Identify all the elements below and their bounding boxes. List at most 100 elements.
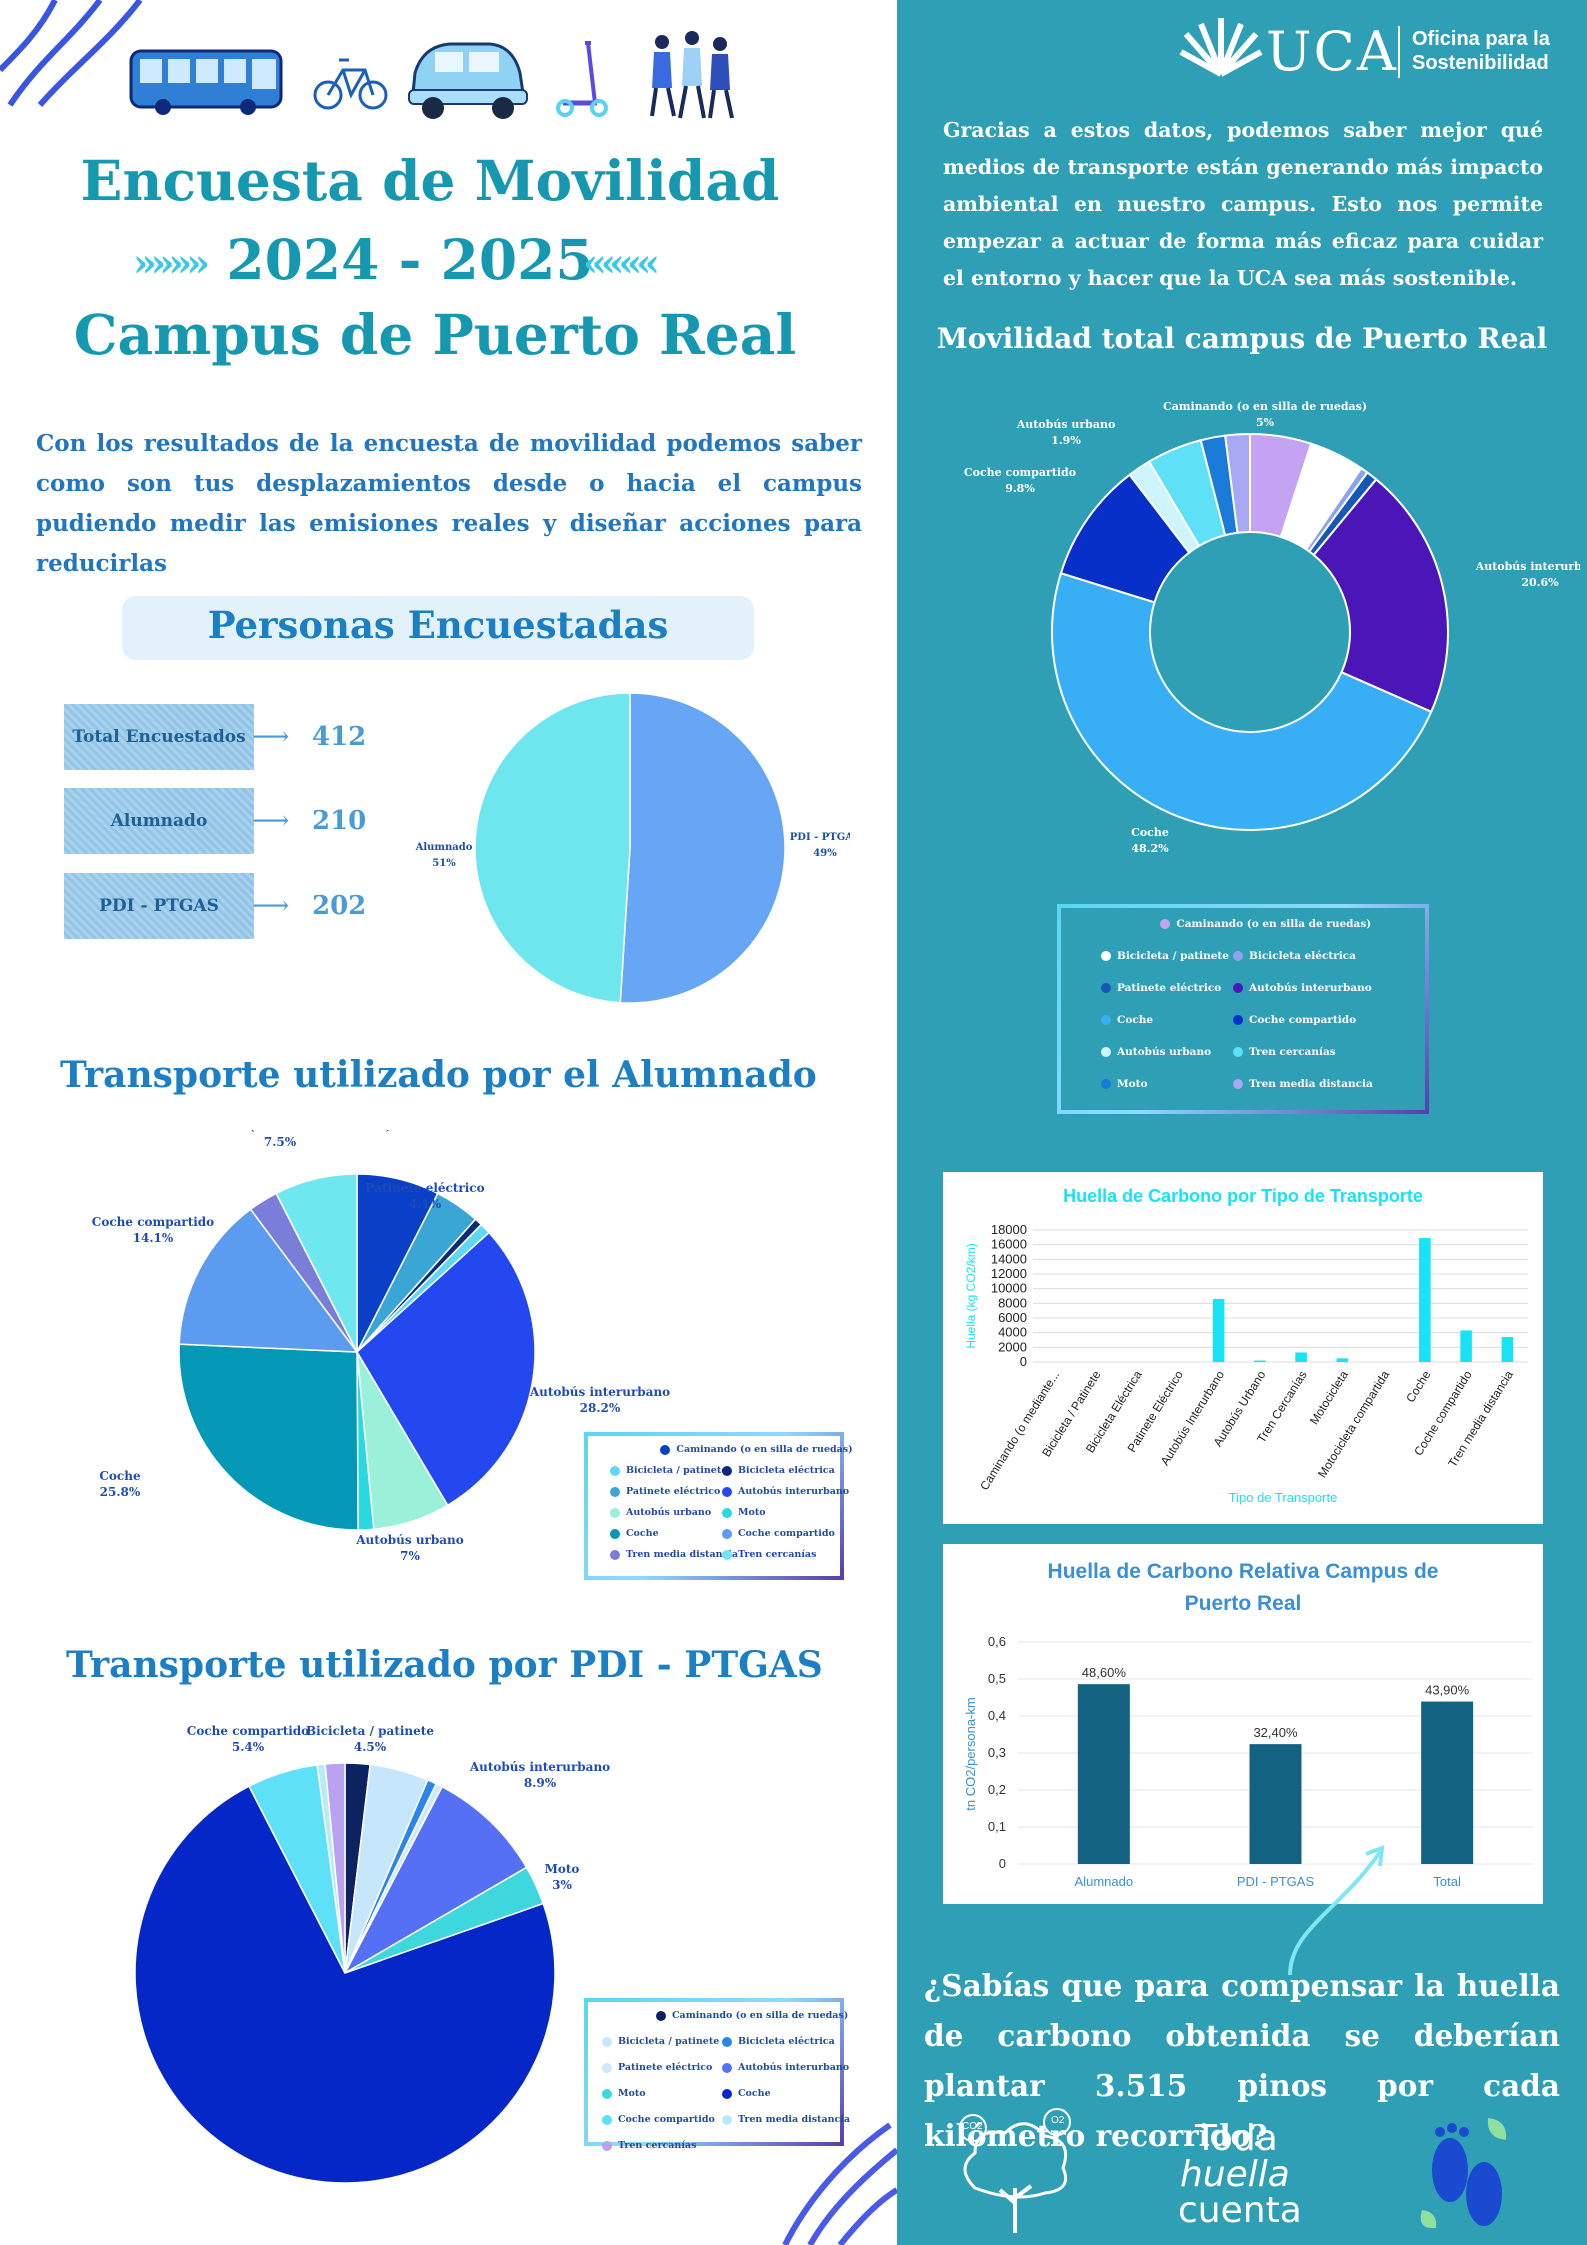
- total-respondents-value: 412: [312, 722, 367, 752]
- y-tick-label: 16000: [991, 1237, 1027, 1252]
- staff-badge: PDI - PTGAS: [64, 873, 254, 939]
- uca-logo-icon: [1179, 18, 1263, 77]
- legend-item-patinete-electrico: Patinete eléctrico: [602, 2062, 712, 2073]
- legend-swatch: [610, 1465, 620, 1476]
- slice-label-coche-compartido: Coche compartido: [964, 466, 1076, 479]
- respondents-heading-box: [122, 596, 754, 660]
- legend-swatch: [1101, 1079, 1111, 1089]
- legend-swatch: [1233, 983, 1243, 993]
- slice-value-autobus-interurbano: 28.2%: [580, 1401, 621, 1415]
- pie-slice-tren-cercanias: [324, 1762, 346, 1974]
- respondents-pie-chart: Alumnado 51% PDI - PTGAS 49%: [415, 692, 850, 1004]
- x-tick-label: Alumnado: [1075, 1874, 1134, 1889]
- legend-label: Tren media distancia: [738, 2114, 851, 2125]
- slice-value-coche-compartido: 5.4%: [232, 1740, 265, 1754]
- legend-label: Coche: [1117, 1014, 1154, 1026]
- legend-item-caminando-o-en-silla-de-ruedas: Caminando (o en silla de ruedas): [660, 1444, 853, 1455]
- slice-value-coche: 25.8%: [100, 1485, 141, 1499]
- legend-swatch: [722, 1549, 732, 1560]
- legend-label: Coche: [738, 2088, 771, 2099]
- staff-section-title: Transporte utilizado por PDI - PTGAS: [66, 1644, 823, 1686]
- staff-pie-chart: Bicicleta / patinete 4.5% Autobús interurb…: [134, 1724, 610, 2215]
- relative-bar-chart-panel: Huella de Carbono Relativa Campus de Puer…: [943, 1544, 1543, 1904]
- legend-item-tren-media-distancia: Tren media distancia: [1233, 1078, 1373, 1090]
- chevrons-left-icon: »»»»: [133, 240, 210, 285]
- y-tick-label: 8000: [998, 1295, 1027, 1310]
- y-tick-label: 0: [999, 1856, 1006, 1871]
- x-tick-label: PDI - PTGAS: [1237, 1874, 1315, 1889]
- slice-value-bicicleta-patinete: 4.5%: [354, 1740, 387, 1754]
- legend-label: Autobús interurbano: [1249, 982, 1372, 994]
- slice-label-autobus-urbano: Autobús urbano: [1016, 418, 1116, 431]
- legend-swatch: [1160, 919, 1171, 929]
- legend-swatch: [722, 1528, 732, 1539]
- pie-slice-autobus-interurbano: [343, 1785, 528, 1975]
- pie-slice-coche: [134, 1785, 556, 2184]
- slice-label-autobus-interurbano: Autobús interurbano: [529, 1385, 670, 1399]
- legend-label: Coche compartido: [1249, 1014, 1357, 1026]
- legend-label: Bicicleta / patinete: [618, 2036, 720, 2047]
- page-title: Encuesta de Movilidad: [80, 148, 780, 213]
- y-axis-label: Huella (kg CO2/km): [964, 1243, 978, 1348]
- y-axis-label: tn CO2/persona-km: [963, 1697, 978, 1810]
- bar-total: [1421, 1701, 1474, 1864]
- legend-item-bicicleta-patinete: Bicicleta / patinete: [602, 2036, 719, 2047]
- slice-value-caminando-o-en-silla-de-ruedas: 5%: [1256, 416, 1275, 429]
- legend-swatch: [722, 2062, 732, 2073]
- bar-coche: [1419, 1238, 1431, 1362]
- students-section-title: Transporte utilizado por el Alumnado: [60, 1054, 817, 1096]
- o2-label: O2: [1051, 2115, 1065, 2126]
- bar-data-label: 32,40%: [1253, 1725, 1298, 1740]
- legend-item-bicicleta-patinete: Bicicleta / patinete: [610, 1465, 727, 1476]
- x-tick-label: Motocicleta compartida: [1315, 1368, 1392, 1480]
- intro-text: Con los resultados de la encuesta de mov…: [36, 430, 862, 577]
- legend-label: Patinete eléctrico: [626, 1486, 721, 1497]
- total-donut-chart: Caminando (o en silla de ruedas) 5% Autobú…: [964, 400, 1580, 855]
- walking-people-icon: [650, 31, 734, 119]
- pie-slice-autobus-interurbano: [1312, 478, 1449, 714]
- slice-label-coche-compartido: Coche compartido: [187, 1724, 309, 1738]
- legend-item-patinete-electrico: Patinete eléctrico: [1101, 982, 1221, 994]
- students-value: 210: [312, 806, 367, 836]
- legend-swatch: [610, 1507, 620, 1518]
- students-badge: Alumnado: [64, 788, 254, 854]
- slice-label-moto: Moto: [545, 1862, 580, 1876]
- slice-value-coche-compartido: 14.1%: [133, 1231, 174, 1245]
- chart-title-line2: Puerto Real: [1185, 1592, 1302, 1615]
- legend-label: Coche compartido: [618, 2114, 715, 2125]
- x-tick-label: Motocicleta: [1307, 1368, 1351, 1427]
- y-tick-label: 10000: [991, 1281, 1027, 1296]
- pie-slice-coche: [1051, 571, 1433, 831]
- legend-item-coche: Coche: [722, 2088, 771, 2099]
- legend-label: Autobús interurbano: [738, 1486, 850, 1497]
- legend-swatch: [1233, 1015, 1243, 1025]
- legend-item-caminando-o-en-silla-de-ruedas: Caminando (o en silla de ruedas): [1160, 918, 1371, 930]
- y-tick-label: 2000: [998, 1339, 1027, 1354]
- legend-item-coche-compartido: Coche compartido: [722, 1528, 835, 1539]
- legend-item-moto: Moto: [722, 1507, 766, 1518]
- relative-bar-chart: Huella de Carbono Relativa Campus de Puer…: [963, 1560, 1533, 1889]
- legend-swatch: [602, 2062, 612, 2073]
- slice-value-patinete-electrico: 4.1%: [409, 1197, 442, 1211]
- slice-label-pdi-ptgas: PDI - PTGAS: [790, 832, 850, 843]
- bar-motocicleta: [1336, 1358, 1349, 1362]
- page-subtitle-campus: Campus de Puerto Real: [73, 302, 797, 367]
- respondents-heading: Personas Encuestadas: [207, 603, 669, 647]
- legend-item-tren-cercanias: Tren cercanías: [602, 2140, 696, 2151]
- bar-coche-compartido: [1460, 1330, 1472, 1362]
- total-section-title: Movilidad total campus de Puerto Real: [936, 322, 1548, 355]
- legend-label: Bicicleta eléctrica: [738, 1465, 835, 1476]
- slice-value-autobus-urbano: 7%: [400, 1549, 420, 1563]
- legend-item-moto: Moto: [1101, 1078, 1147, 1090]
- legend-item-autobus-interurbano: Autobús interurbano: [722, 2062, 849, 2073]
- pie-slice-autobus-interurbano: [356, 1231, 536, 1507]
- slice-value-alumnado: 51%: [432, 858, 456, 869]
- scooter-icon: [556, 41, 608, 117]
- bar-alumnado: [1077, 1684, 1130, 1864]
- legend-label: Tren cercanías: [738, 1549, 817, 1560]
- legend-label: Coche compartido: [738, 1528, 835, 1539]
- legend-swatch: [722, 1465, 732, 1476]
- slogan-line2: huella: [1180, 2154, 1290, 2195]
- legend-label: Caminando (o en silla de ruedas): [1176, 918, 1372, 930]
- legend-swatch: [656, 2010, 666, 2021]
